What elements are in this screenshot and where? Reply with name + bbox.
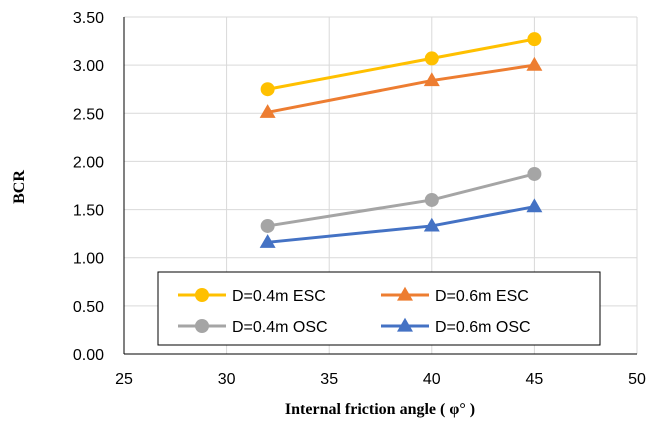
y-tick-label: 1.50 xyxy=(73,203,104,220)
legend-item: D=0.6m OSC xyxy=(381,317,531,336)
x-tick-label: 50 xyxy=(628,371,646,388)
data-point xyxy=(527,32,542,47)
series-layer xyxy=(259,32,543,248)
legend-label: D=0.4m ESC xyxy=(232,288,326,305)
x-tick-label: 30 xyxy=(218,371,236,388)
x-tick-label: 25 xyxy=(115,371,133,388)
legend-item: D=0.4m ESC xyxy=(178,288,326,305)
data-point xyxy=(260,218,275,233)
axes xyxy=(123,17,637,355)
legend-swatch-marker xyxy=(195,319,209,333)
data-point xyxy=(423,72,440,87)
legend-label: D=0.6m OSC xyxy=(435,319,531,336)
x-tick-labels: 25 30 35 40 45 50 xyxy=(115,371,646,388)
x-tick-label: 40 xyxy=(423,371,441,388)
legend: D=0.4m ESC D=0.6m ESC D=0.4m OSC D=0.6m OSC xyxy=(157,271,601,346)
legend-label: D=0.6m ESC xyxy=(435,288,529,305)
legend-box xyxy=(157,271,601,346)
legend-swatch-marker xyxy=(397,317,413,332)
data-point xyxy=(259,234,276,248)
y-tick-labels: 0.00 0.50 1.00 1.50 2.00 2.50 3.00 3.50 xyxy=(73,10,104,364)
data-point xyxy=(526,198,543,213)
data-point xyxy=(259,104,276,118)
x-tick-label: 45 xyxy=(526,371,544,388)
series-2 xyxy=(259,56,543,118)
data-point xyxy=(527,166,542,181)
data-point xyxy=(526,56,543,71)
data-point xyxy=(260,82,275,97)
y-axis-title: BCR xyxy=(11,170,28,204)
legend-item: D=0.6m ESC xyxy=(381,286,529,305)
legend-swatch-marker xyxy=(195,288,209,302)
y-tick-label: 0.00 xyxy=(73,347,104,364)
y-tick-label: 3.50 xyxy=(73,10,104,27)
series-4 xyxy=(259,198,543,248)
x-tick-label: 35 xyxy=(320,371,338,388)
data-point xyxy=(424,51,439,66)
data-point xyxy=(423,217,440,232)
y-tick-label: 0.50 xyxy=(73,299,104,316)
x-axis-title: Internal friction angle ( φ° ) xyxy=(285,401,475,418)
y-tick-label: 2.50 xyxy=(73,106,104,123)
legend-item: D=0.4m OSC xyxy=(178,319,328,336)
legend-label: D=0.4m OSC xyxy=(232,319,328,336)
y-tick-label: 1.00 xyxy=(73,251,104,268)
series-1 xyxy=(260,32,542,97)
y-tick-label: 2.00 xyxy=(73,154,104,171)
series-3 xyxy=(260,166,542,233)
y-tick-label: 3.00 xyxy=(73,58,104,75)
legend-swatch-marker xyxy=(397,286,413,301)
data-point xyxy=(424,192,439,207)
